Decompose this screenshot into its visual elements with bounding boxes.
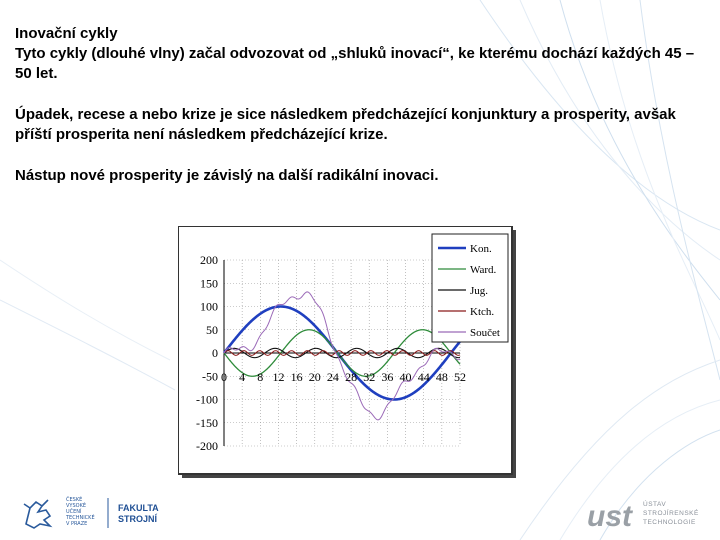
university-logo: ČESKÉ VYSOKÉ UČENÍ TECHNICKÉ V PRAZE FAK…: [23, 495, 159, 529]
ust-logo-text: ust: [587, 500, 634, 533]
x-tick-label: 40: [400, 370, 412, 384]
paragraph-crisis: Úpadek, recese a nebo krize je sice násl…: [15, 106, 676, 143]
institute-logo: ust ÚSTAV STROJÍRENSKÉ TECHNOLOGIE: [587, 499, 699, 533]
x-tick-label: 16: [291, 370, 303, 384]
chart-series: [222, 291, 462, 421]
y-tick-label: -200: [196, 439, 218, 453]
series-line-ktch: [223, 350, 461, 356]
paragraph-prosperity: Nástup nové prosperity je závislý na dal…: [15, 167, 439, 184]
x-tick-label: 8: [257, 370, 263, 384]
y-tick-label: 50: [206, 323, 218, 337]
university-name-4: TECHNICKÉ: [65, 513, 95, 521]
university-name-3: UČENÍ: [66, 508, 82, 515]
university-name-5: V PRAZE: [66, 521, 87, 527]
university-name-1: ČESKÉ: [66, 495, 82, 503]
slide-body: Inovační cykly Tyto cykly (dlouhé vlny) …: [15, 24, 705, 186]
university-name-2: VYSOKÉ: [66, 501, 86, 509]
y-tick-label: 200: [200, 253, 218, 267]
slide-title: Inovační cykly: [15, 25, 118, 42]
series-line-jug: [223, 347, 461, 359]
x-tick-label: 32: [363, 370, 375, 384]
x-tick-label: 24: [327, 370, 339, 384]
legend-label: Ward.: [470, 264, 497, 276]
legend-label: Součet: [470, 327, 500, 339]
x-tick-label: 52: [454, 370, 466, 384]
y-tick-label: -150: [196, 416, 218, 430]
chart-legend: Kon. Ward. Jug. Ktch. Součet: [431, 233, 509, 343]
paragraph-innovation-cycles: Tyto cykly (dlouhé vlny) začal odvozovat…: [15, 45, 695, 82]
y-tick-label: 100: [200, 300, 218, 314]
series-line-souet: [223, 291, 461, 421]
y-tick-label: 150: [200, 276, 218, 290]
lion-icon: [23, 499, 53, 529]
institute-name-2: STROJÍRENSKÉ: [643, 508, 699, 517]
y-tick-label: 0: [212, 346, 218, 360]
x-tick-label: 44: [418, 370, 430, 384]
legend-label: Kon.: [470, 243, 492, 255]
legend-label: Ktch.: [470, 306, 494, 318]
series-line-ward: [223, 329, 461, 377]
y-tick-label: -50: [202, 369, 218, 383]
legend-label: Jug.: [470, 285, 488, 297]
x-tick-label: 12: [272, 370, 284, 384]
x-tick-label: 20: [309, 370, 321, 384]
x-tick-label: 28: [345, 370, 357, 384]
x-tick-label: 48: [436, 370, 448, 384]
x-tick-label: 4: [239, 370, 245, 384]
legend-box: [431, 233, 509, 343]
y-tick-label: -100: [196, 393, 218, 407]
x-tick-label: 36: [381, 370, 393, 384]
faculty-name-1: FAKULTA: [118, 503, 159, 513]
institute-name-1: ÚSTAV: [643, 499, 666, 508]
x-tick-label: 0: [221, 370, 227, 384]
institute-name-3: TECHNOLOGIE: [643, 519, 696, 526]
faculty-name-2: STROJNÍ: [118, 514, 158, 524]
